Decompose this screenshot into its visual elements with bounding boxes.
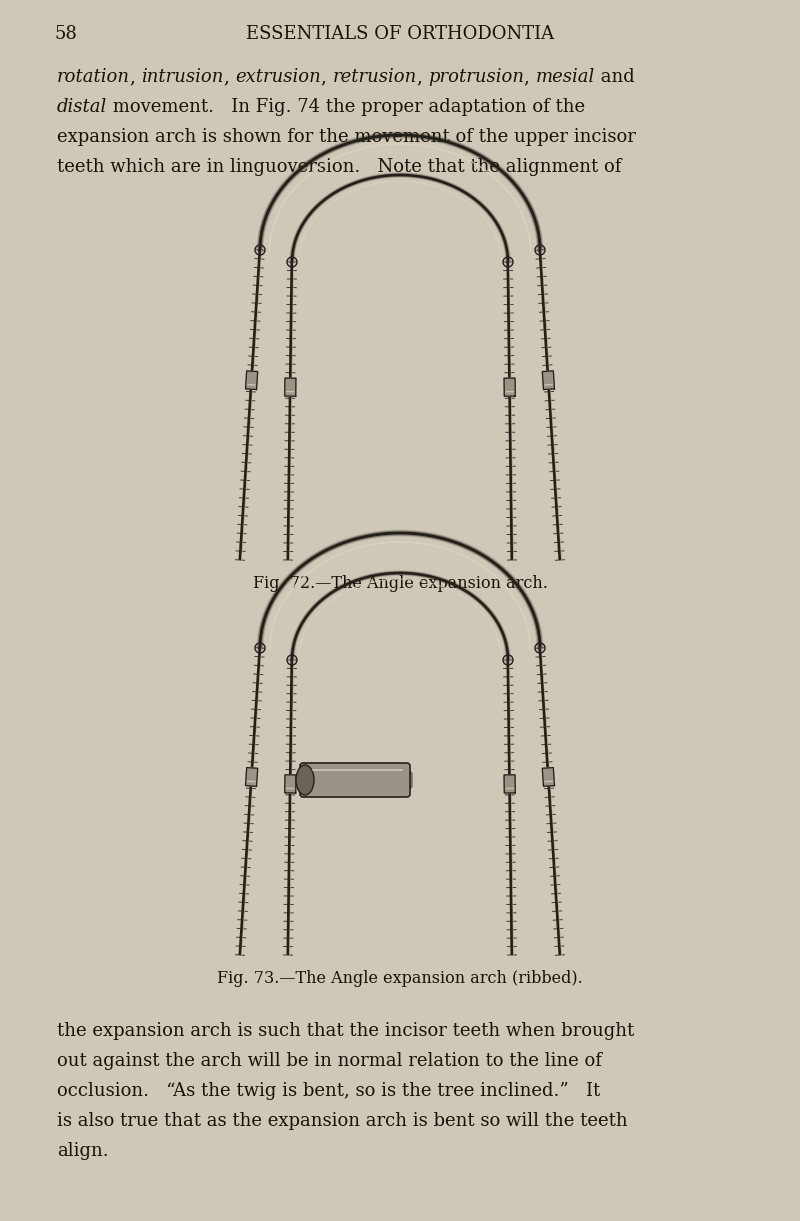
Text: distal: distal: [57, 98, 107, 116]
Text: ,: ,: [321, 68, 333, 85]
Text: and: and: [595, 68, 635, 85]
Text: ,: ,: [224, 68, 235, 85]
Text: ,: ,: [524, 68, 536, 85]
Polygon shape: [504, 379, 515, 397]
Text: extrusion: extrusion: [235, 68, 321, 85]
Text: Fig. 73.—The Angle expansion arch (ribbed).: Fig. 73.—The Angle expansion arch (ribbe…: [217, 969, 583, 987]
FancyBboxPatch shape: [306, 772, 412, 788]
Text: ,: ,: [417, 68, 428, 85]
Text: movement.   In Fig. 74 the proper adaptation of the: movement. In Fig. 74 the proper adaptati…: [107, 98, 586, 116]
Text: retrusion: retrusion: [333, 68, 417, 85]
Polygon shape: [285, 775, 296, 792]
Text: out against the arch will be in normal relation to the line of: out against the arch will be in normal r…: [57, 1053, 602, 1070]
Text: 58: 58: [55, 24, 78, 43]
Polygon shape: [246, 768, 258, 786]
Text: rotation: rotation: [57, 68, 130, 85]
Text: mesial: mesial: [536, 68, 595, 85]
Text: ESSENTIALS OF ORTHODONTIA: ESSENTIALS OF ORTHODONTIA: [246, 24, 554, 43]
Text: expansion arch is shown for the movement of the upper incisor: expansion arch is shown for the movement…: [57, 128, 636, 147]
Text: is also true that as the expansion arch is bent so will the teeth: is also true that as the expansion arch …: [57, 1112, 628, 1129]
Polygon shape: [542, 371, 554, 389]
Text: Fig. 72.—The Angle expansion arch.: Fig. 72.—The Angle expansion arch.: [253, 575, 547, 592]
Polygon shape: [542, 768, 554, 786]
Text: align.: align.: [57, 1142, 109, 1160]
Text: intrusion: intrusion: [142, 68, 224, 85]
Polygon shape: [504, 775, 515, 792]
Text: occlusion.   “As the twig is bent, so is the tree inclined.”   It: occlusion. “As the twig is bent, so is t…: [57, 1082, 600, 1100]
Text: teeth which are in linguoversion.   Note that the alignment of: teeth which are in linguoversion. Note t…: [57, 158, 622, 176]
Polygon shape: [246, 371, 258, 389]
Text: the expansion arch is such that the incisor teeth when brought: the expansion arch is such that the inci…: [57, 1022, 634, 1040]
Ellipse shape: [296, 766, 314, 795]
FancyBboxPatch shape: [300, 763, 410, 797]
Text: ,: ,: [130, 68, 142, 85]
Text: protrusion: protrusion: [428, 68, 524, 85]
Polygon shape: [285, 379, 296, 397]
